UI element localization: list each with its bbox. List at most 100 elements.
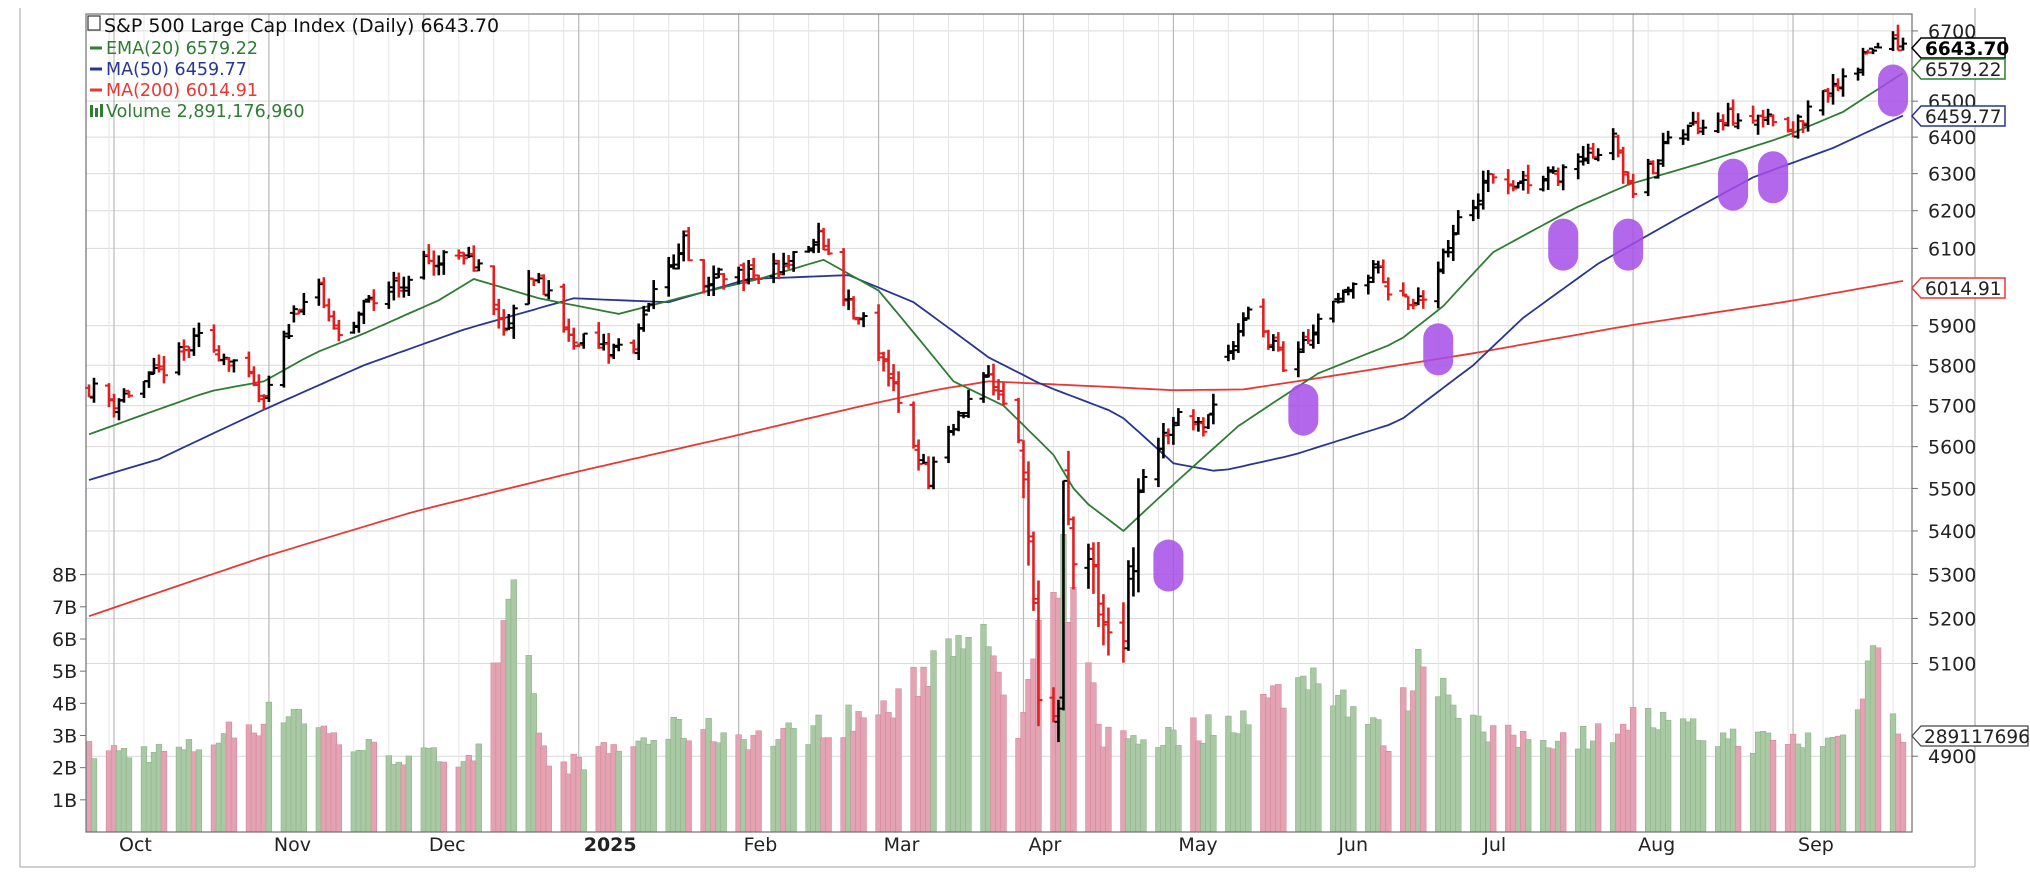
ohlc-bar bbox=[1019, 440, 1028, 499]
last-value-tag: 6014.91 bbox=[1910, 277, 2006, 300]
ohlc-bar bbox=[1444, 240, 1453, 258]
ohlc-bar bbox=[734, 266, 743, 285]
legend-label: MA(200) 6014.91 bbox=[106, 81, 258, 101]
ohlc-bar bbox=[299, 292, 308, 316]
ohlc-bar bbox=[1764, 108, 1773, 125]
ma50-line bbox=[88, 114, 1904, 481]
ohlc-bar bbox=[1099, 594, 1108, 646]
highlight-marker bbox=[1153, 539, 1184, 592]
ohlc-bar bbox=[384, 281, 393, 309]
ohlc-bar bbox=[889, 364, 898, 392]
ohlc-bar bbox=[289, 305, 298, 323]
indicator-lines bbox=[88, 72, 1904, 618]
volume-bar bbox=[510, 579, 517, 833]
ohlc-bar bbox=[474, 259, 483, 272]
ohlc-bar bbox=[394, 272, 403, 298]
ohlc-bar bbox=[859, 312, 868, 328]
volume-bar bbox=[1490, 725, 1497, 833]
price-bars bbox=[85, 24, 1907, 743]
volume-bar bbox=[1804, 732, 1812, 833]
volume-bar bbox=[1734, 745, 1742, 833]
ohlc-bar bbox=[1194, 417, 1203, 432]
ohlc-bar bbox=[244, 351, 253, 378]
ohlc-bar bbox=[884, 349, 893, 387]
ohlc-bar bbox=[1769, 114, 1778, 127]
volume-bar bbox=[195, 749, 203, 833]
ohlc-bar bbox=[404, 275, 413, 296]
ohlc-bar bbox=[1419, 290, 1428, 309]
volume-bar bbox=[1525, 739, 1532, 833]
ohlc-bar bbox=[1119, 602, 1128, 663]
ohlc-bar bbox=[349, 321, 358, 334]
ohlc-bar bbox=[1749, 105, 1758, 124]
ohlc-bar bbox=[1169, 416, 1178, 445]
ohlc-bar bbox=[1824, 87, 1833, 103]
ohlc-bar bbox=[109, 393, 118, 418]
ohlc-bar bbox=[174, 342, 183, 376]
price-tick-label: 5500 bbox=[1928, 478, 1976, 500]
ohlc-bar bbox=[1689, 111, 1698, 126]
ohlc-bar bbox=[1274, 332, 1283, 352]
volume-bar bbox=[545, 765, 552, 833]
ohlc-bar bbox=[469, 245, 478, 272]
volume-bar bbox=[1245, 724, 1252, 833]
volume-bar bbox=[755, 730, 762, 833]
ohlc-bar bbox=[399, 276, 408, 298]
ohlc-bar bbox=[1624, 170, 1633, 186]
ohlc-bar bbox=[224, 356, 233, 372]
ohlc-bar bbox=[1504, 169, 1513, 195]
volume-bar bbox=[265, 701, 273, 833]
volume-bar bbox=[475, 743, 482, 833]
highlight-marker bbox=[1423, 323, 1454, 376]
volume-bar bbox=[125, 757, 133, 833]
x-tick-label: Feb bbox=[744, 834, 778, 856]
ohlc-bar bbox=[1189, 409, 1198, 431]
ohlc-bar bbox=[1364, 274, 1373, 295]
volume-tick-label: 4B bbox=[52, 693, 77, 715]
ohlc-bar bbox=[669, 254, 678, 270]
volume-bar bbox=[1839, 734, 1847, 833]
ohlc-bar bbox=[1224, 344, 1233, 362]
ohlc-bar bbox=[144, 371, 153, 388]
volume-bar bbox=[1560, 732, 1567, 833]
chart-legend: S&P 500 Large Cap Index (Daily) 6643.70E… bbox=[87, 15, 499, 122]
ohlc-bar bbox=[684, 227, 693, 262]
gridlines bbox=[86, 14, 1912, 832]
ohlc-bar bbox=[249, 366, 258, 387]
ohlc-bar bbox=[1574, 153, 1583, 180]
plot-border bbox=[85, 13, 1913, 833]
ohlc-bar bbox=[1544, 166, 1553, 190]
volume-last-tag: 2891176960 bbox=[1911, 725, 2030, 748]
volume-bar bbox=[825, 737, 832, 833]
ohlc-bar bbox=[1454, 210, 1463, 235]
ohlc-bar bbox=[1664, 130, 1673, 145]
volume-tag-box bbox=[1911, 725, 2029, 747]
ohlc-bar bbox=[314, 278, 323, 306]
ohlc-bar bbox=[1209, 393, 1218, 425]
ohlc-bar bbox=[1264, 329, 1273, 350]
volume-bar bbox=[1699, 740, 1707, 833]
ohlc-bar bbox=[1434, 261, 1443, 309]
ohlc-bar bbox=[959, 411, 968, 419]
volume-bar bbox=[1769, 739, 1777, 833]
tag-box bbox=[1910, 37, 2006, 59]
tag-box bbox=[1910, 277, 2006, 299]
volume-tick-label: 7B bbox=[52, 597, 77, 619]
ohlc-bar bbox=[1894, 24, 1903, 52]
ohlc-bar bbox=[1049, 687, 1058, 723]
ohlc-bar bbox=[769, 253, 778, 284]
volume-bar bbox=[965, 636, 972, 833]
volume-bar bbox=[1874, 647, 1882, 833]
volume-bar bbox=[1175, 745, 1182, 833]
ohlc-bar bbox=[849, 296, 858, 320]
ohlc-bar bbox=[159, 355, 168, 384]
ohlc-bar bbox=[1124, 560, 1133, 651]
ohlc-bar bbox=[194, 322, 203, 348]
legend-label: Volume 2,891,176,960 bbox=[106, 102, 305, 122]
ohlc-bar bbox=[1869, 47, 1878, 55]
volume-bar bbox=[1665, 719, 1672, 833]
ohlc-bar bbox=[1469, 199, 1478, 222]
ohlc-bar bbox=[1069, 516, 1078, 590]
ohlc-bar bbox=[739, 262, 748, 292]
